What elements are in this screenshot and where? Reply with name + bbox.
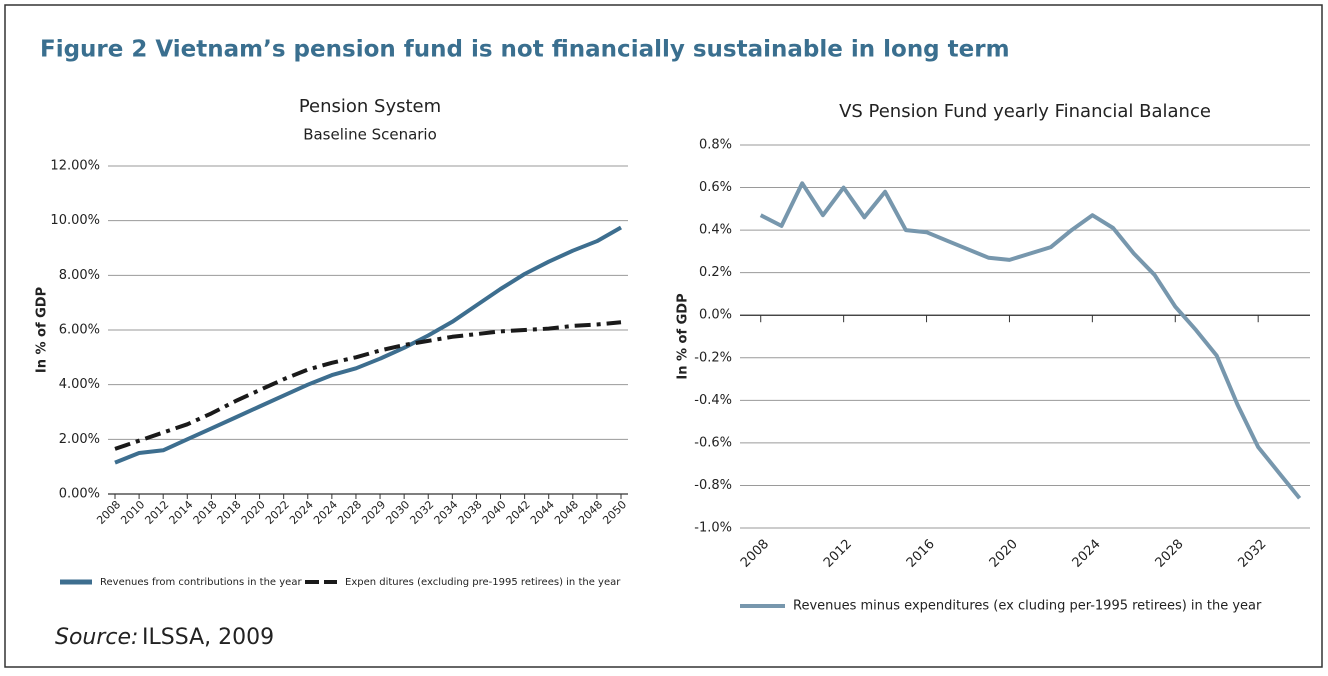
series-line: [114, 320, 622, 451]
y-tick-label: -1.0%: [694, 521, 732, 536]
y-tick-label: 4.00%: [59, 377, 100, 392]
x-tick-label: 2014: [167, 498, 196, 527]
x-tick-label: 2022: [263, 498, 292, 527]
frame: [4, 4, 1323, 668]
source-text: ILSSA, 2009: [142, 625, 274, 650]
x-tick-label: 2010: [118, 498, 147, 527]
y-tick-label: 10.00%: [50, 213, 100, 228]
y-axis-label: In % of GDP: [35, 287, 50, 373]
x-tick-label: 2050: [600, 498, 629, 527]
x-tick-label: 2024: [311, 498, 340, 527]
y-axis-label: In % of GDP: [676, 293, 691, 379]
x-tick-label: 2048: [552, 498, 581, 527]
series-line: [759, 181, 1302, 500]
x-tick-label: 2034: [432, 498, 461, 527]
x-tick-label: 2028: [335, 498, 364, 527]
y-tick-label: 0.6%: [699, 180, 732, 195]
source-label: Source:: [55, 625, 138, 650]
x-tick-label: 2048: [576, 498, 605, 527]
legend-label: Revenues from contributions in the year: [100, 577, 302, 588]
x-tick-label: 2042: [504, 498, 533, 527]
legend-label: Revenues minus expenditures (ex cluding …: [793, 599, 1262, 614]
x-tick-label: 2040: [480, 498, 509, 527]
x-tick-label: 2016: [904, 537, 938, 571]
y-tick-label: 0.2%: [699, 265, 732, 280]
x-tick-label: 2044: [528, 498, 557, 527]
x-tick-label: 2012: [142, 498, 171, 527]
y-tick-label: 0.4%: [699, 223, 732, 238]
x-tick-label: 2020: [239, 498, 268, 527]
x-tick-label: 2012: [821, 537, 855, 571]
x-tick-label: 2030: [383, 498, 412, 527]
x-tick-label: 2024: [1070, 537, 1104, 571]
y-tick-label: 8.00%: [59, 268, 100, 283]
x-tick-label: 2029: [359, 498, 388, 527]
chart-subtitle: Baseline Scenario: [303, 126, 437, 144]
x-tick-label: 2008: [94, 498, 123, 527]
x-tick-label: 2038: [456, 498, 485, 527]
y-tick-label: -0.6%: [694, 435, 732, 450]
y-tick-label: -0.8%: [694, 478, 732, 493]
x-tick-label: 2032: [407, 498, 436, 527]
y-tick-label: -0.4%: [694, 393, 732, 408]
x-tick-label: 2024: [287, 498, 316, 527]
chart-title: VS Pension Fund yearly Financial Balance: [839, 101, 1211, 122]
y-tick-label: -0.2%: [694, 350, 732, 365]
y-tick-label: 0.00%: [59, 487, 100, 502]
legend-label: Expen ditures (excluding pre-1995 retire…: [345, 577, 621, 588]
y-tick-label: 0.8%: [699, 138, 732, 153]
series-line: [114, 225, 622, 465]
x-tick-label: 2020: [987, 537, 1021, 571]
y-tick-label: 6.00%: [59, 323, 100, 338]
figure-title: Figure 2 Vietnam’s pension fund is not f…: [40, 37, 1010, 63]
y-tick-label: 12.00%: [50, 159, 100, 174]
x-tick-label: 2008: [738, 537, 772, 571]
x-tick-label: 2018: [215, 498, 244, 527]
x-tick-label: 2028: [1153, 537, 1187, 571]
chart-title: Pension System: [299, 96, 441, 117]
x-tick-label: 2018: [191, 498, 220, 527]
x-tick-label: 2032: [1235, 537, 1269, 571]
y-tick-label: 0.0%: [699, 308, 732, 323]
y-tick-label: 2.00%: [59, 432, 100, 447]
